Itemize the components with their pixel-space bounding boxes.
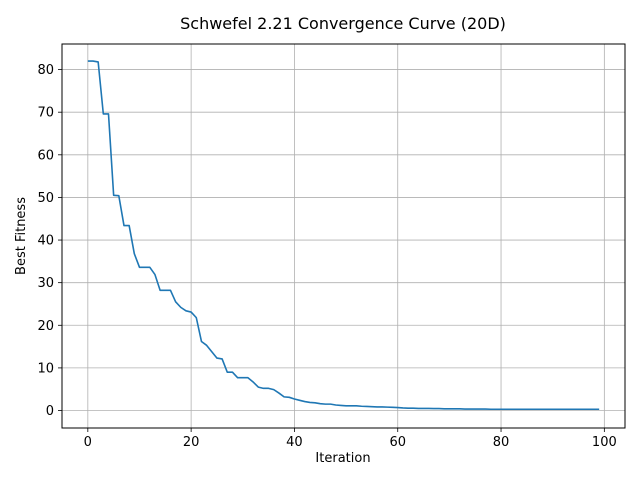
x-axis-label: Iteration [315,451,370,466]
series-layer [87,60,600,411]
y-tick-label: 50 [37,191,54,206]
y-tick-label: 0 [46,404,54,419]
x-tick-label: 40 [286,435,303,450]
grid-layer [62,44,625,428]
x-tick-label: 20 [183,435,200,450]
y-tick-label: 10 [37,361,54,376]
x-tick-label: 0 [84,435,92,450]
x-tick-label: 80 [493,435,510,450]
y-tick-label: 60 [37,148,54,163]
chart-title: Schwefel 2.21 Convergence Curve (20D) [180,14,506,33]
y-tick-label: 30 [37,276,54,291]
x-tick-label: 100 [592,435,617,450]
plot-frame [61,43,626,429]
ticks-layer: 0 20 40 60 80 100 0 10 20 30 40 50 60 70 80 [37,63,616,450]
series-line [87,60,600,411]
y-tick-label: 40 [37,234,54,249]
y-tick-label: 20 [37,319,54,334]
y-tick-label: 80 [37,63,54,78]
y-tick-label: 70 [37,106,54,121]
y-axis-label: Best Fitness [14,197,29,275]
x-tick-label: 60 [389,435,406,450]
